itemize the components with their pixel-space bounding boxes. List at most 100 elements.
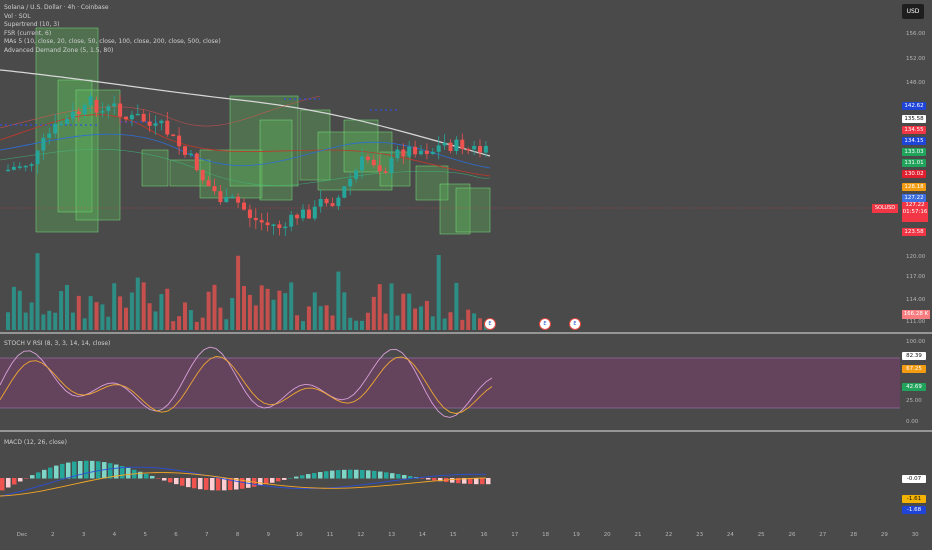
- macd-histogram-bar: [270, 478, 275, 483]
- time-tick: 28: [850, 532, 858, 538]
- legend-line-vol[interactable]: Vol · SOL: [4, 12, 31, 20]
- macd-histogram-bar: [210, 478, 215, 491]
- time-tick: 9: [266, 532, 271, 538]
- volume-bar: [365, 312, 370, 330]
- volume-bar: [342, 292, 347, 330]
- volume-bar: [454, 282, 459, 330]
- macd-histogram-bar: [138, 471, 143, 479]
- candle-body: [218, 191, 223, 203]
- candle-body: [460, 139, 465, 149]
- volume-bar: [11, 286, 16, 330]
- candle-body: [11, 166, 16, 170]
- volume-bar: [324, 305, 329, 330]
- volume-bar: [29, 302, 34, 330]
- volume-bar: [371, 296, 376, 330]
- macd-histogram-bar: [456, 478, 461, 484]
- volume-bar: [76, 295, 81, 330]
- candle-body: [29, 164, 34, 166]
- time-tick: 17: [511, 532, 519, 538]
- macd-histogram-bar: [468, 478, 473, 484]
- candle-body: [318, 198, 323, 207]
- price-tick: 152.00: [906, 56, 926, 62]
- time-tick: 7: [205, 532, 209, 538]
- macd-badge: -1.61: [902, 495, 926, 503]
- macd-histogram-bar: [42, 469, 47, 479]
- macd-histogram-bar: [330, 470, 335, 479]
- macd-histogram-bar: [84, 460, 89, 479]
- price-badge: 128.18: [902, 183, 926, 191]
- macd-histogram-bar: [150, 475, 155, 479]
- macd-title[interactable]: MACD (12, 26, close): [4, 439, 67, 446]
- candle-body: [76, 111, 81, 114]
- time-tick: 14: [418, 532, 426, 538]
- stoch-d-line: [0, 356, 493, 414]
- candle-body: [430, 151, 435, 154]
- candle-body: [330, 203, 335, 207]
- macd-histogram-bar: [108, 463, 113, 479]
- event-marker-icon[interactable]: E: [484, 318, 496, 330]
- candle-body: [336, 197, 341, 207]
- candle-body: [383, 171, 388, 173]
- volume-bar: [430, 316, 435, 330]
- macd-histogram-bar: [384, 472, 389, 479]
- time-tick: 22: [665, 532, 673, 538]
- macd-histogram-bar: [222, 478, 227, 491]
- stoch-title[interactable]: STOCH V RSI (8, 3, 3, 14, 14, close): [4, 340, 111, 347]
- demand-zone: [259, 119, 293, 201]
- volume-bar: [472, 313, 477, 330]
- candle-body: [153, 123, 158, 126]
- volume-bar: [17, 290, 22, 330]
- event-marker-icon[interactable]: E: [569, 318, 581, 330]
- macd-histogram-bar: [174, 478, 179, 485]
- macd-histogram-bar: [36, 472, 41, 479]
- macd-histogram-bar: [390, 473, 395, 479]
- stoch-band: [0, 358, 900, 408]
- candle-body: [265, 222, 270, 226]
- volume-bar: [171, 321, 176, 330]
- macd-histogram-bar: [120, 466, 125, 479]
- legend-line-fsr[interactable]: FSR (current, 6): [4, 29, 52, 37]
- volume-bar: [277, 290, 282, 330]
- volume-bar: [70, 312, 75, 330]
- demand-zone: [379, 151, 411, 187]
- legend-line-mas[interactable]: MAs 5 (10, close, 20, close, 50, close, …: [4, 38, 221, 46]
- macd-histogram-bar: [30, 475, 35, 479]
- legend-line-supertrend[interactable]: Supertrend (10, 3): [4, 21, 60, 29]
- volume-bar: [35, 253, 40, 330]
- macd-histogram-bar: [276, 478, 281, 482]
- macd-histogram-bar: [48, 467, 53, 479]
- volume-bar: [206, 291, 211, 330]
- candle-body: [47, 133, 52, 138]
- macd-histogram-bar: [180, 478, 185, 486]
- volume-bar: [265, 288, 270, 330]
- time-tick: 20: [603, 532, 611, 538]
- volume-bar: [118, 296, 123, 330]
- stoch-badge: 67.25: [902, 365, 926, 373]
- ma-line: [0, 69, 491, 157]
- candle-body: [23, 165, 28, 168]
- macd-histogram-bar: [432, 478, 437, 481]
- macd-histogram-bar: [426, 478, 431, 480]
- candle-body: [94, 100, 99, 113]
- currency-button[interactable]: USD: [902, 4, 924, 19]
- volume-bar: [436, 255, 441, 330]
- demand-zone: [439, 183, 471, 235]
- candle-body: [247, 209, 252, 219]
- macd-histogram-bar: [78, 461, 83, 479]
- candle-body: [82, 105, 87, 114]
- macd-histogram-bar: [114, 464, 119, 479]
- event-marker-icon[interactable]: E: [539, 318, 551, 330]
- macd-histogram-bar: [168, 478, 173, 483]
- candle-body: [242, 202, 246, 210]
- macd-histogram-bar: [312, 472, 317, 479]
- candle-body: [194, 153, 199, 171]
- candle-body: [135, 113, 140, 116]
- legend-line-demand-zone[interactable]: Advanced Demand Zone (5, 1.5, 80): [4, 46, 114, 54]
- candle-body: [41, 137, 46, 151]
- volume-bar: [413, 308, 418, 330]
- candle-body: [454, 139, 459, 152]
- time-tick: 21: [634, 532, 642, 538]
- macd-histogram-bar: [6, 478, 11, 488]
- macd-histogram-bar: [126, 467, 131, 479]
